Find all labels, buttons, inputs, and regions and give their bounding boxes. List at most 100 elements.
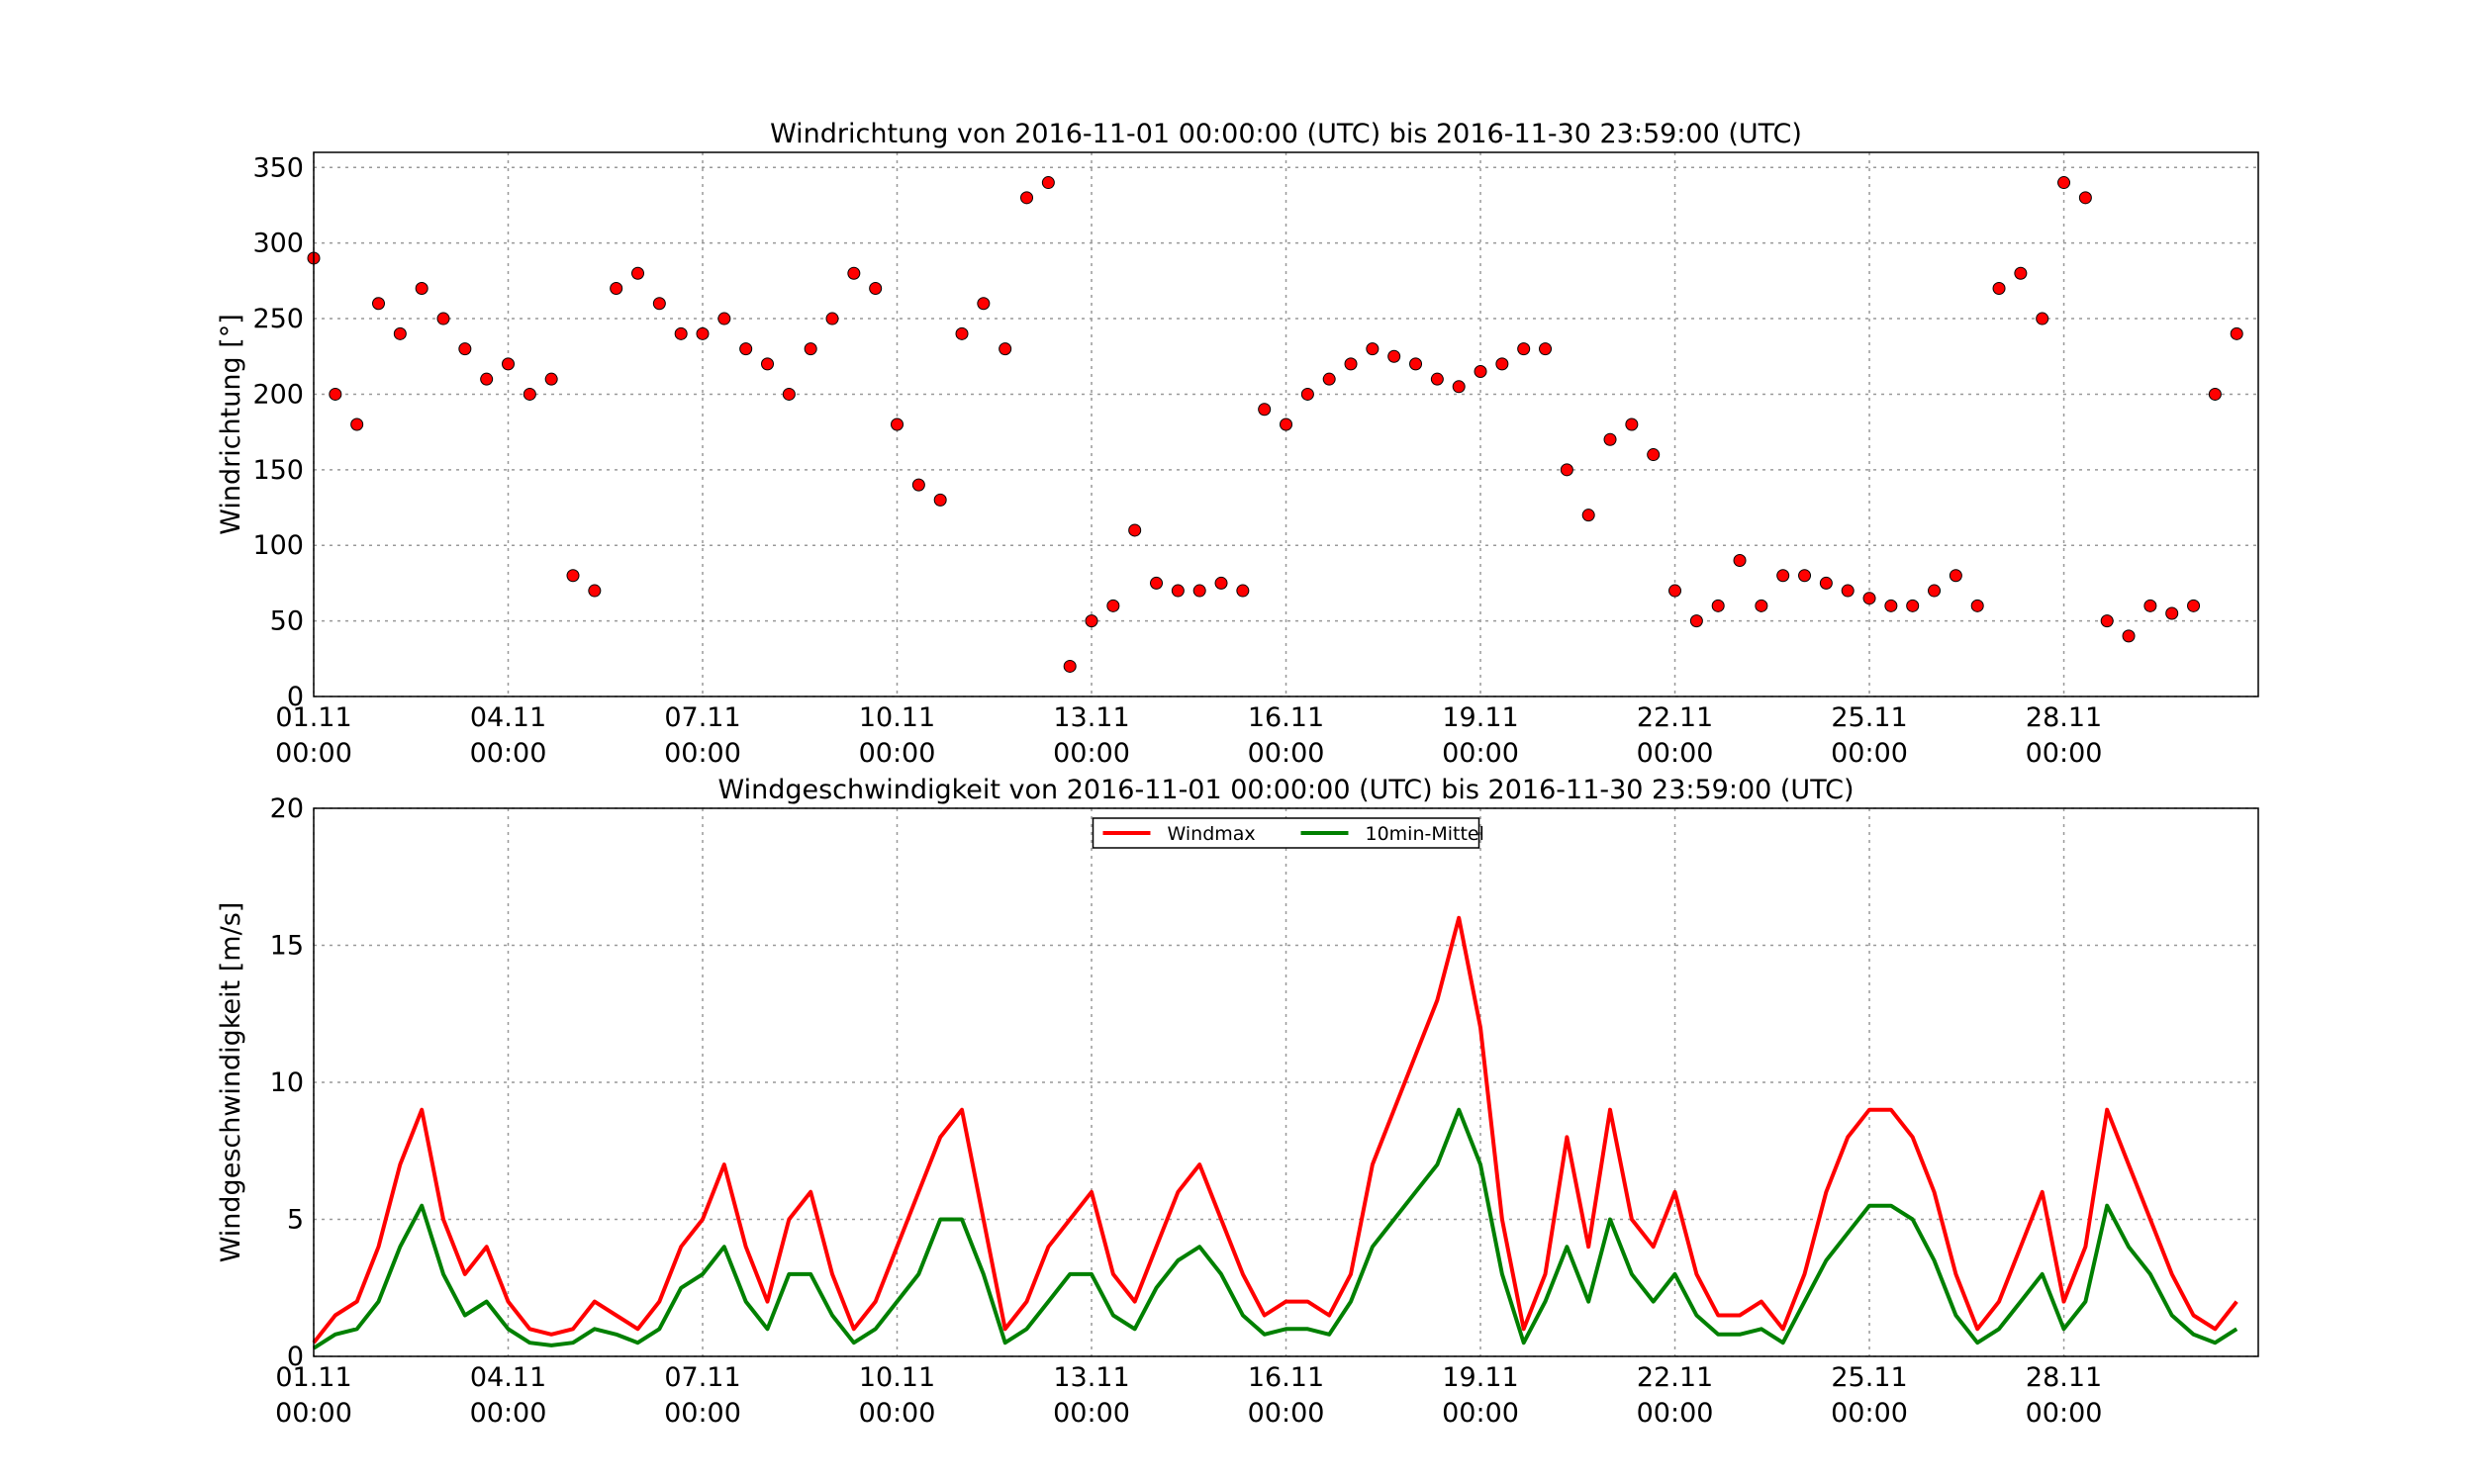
x-tick-label: 25.11 00:00 <box>1831 1362 1908 1429</box>
y-tick-label: 5 <box>287 1205 304 1236</box>
wind-direction-point <box>761 357 775 371</box>
wind-direction-point <box>1192 584 1206 598</box>
wind-direction-point <box>1884 599 1898 612</box>
wind-direction-point <box>1300 387 1314 401</box>
wind-direction-point <box>1862 592 1876 605</box>
x-tick-label: 07.11 00:00 <box>664 1362 741 1429</box>
wind-direction-point <box>436 312 450 325</box>
wind-direction-point <box>1344 357 1358 371</box>
wind-direction-point <box>1625 417 1639 431</box>
wind-direction-point <box>350 417 364 431</box>
wind-direction-point <box>1560 463 1573 477</box>
wind-direction-point <box>739 342 753 356</box>
wind-direction-point <box>1409 357 1423 371</box>
x-tick-label: 04.11 00:00 <box>470 1362 547 1429</box>
wind-direction-point <box>2208 387 2222 401</box>
wind-direction-point <box>2057 176 2071 190</box>
wind-direction-point <box>458 342 472 356</box>
wind-direction-point <box>502 357 516 371</box>
x-tick-label: 16.11 00:00 <box>1248 702 1325 769</box>
x-tick-label: 25.11 00:00 <box>1831 702 1908 769</box>
y-tick-label: 150 <box>252 455 304 486</box>
y-tick-label: 20 <box>270 793 304 824</box>
y-axis-label: Windgeschwindigkeit [m/s] <box>216 902 246 1263</box>
x-tick-label: 19.11 00:00 <box>1442 702 1519 769</box>
y-axis-label: Windrichtung [°] <box>216 314 246 535</box>
speed-line <box>312 1107 2238 1350</box>
wind-direction-point <box>1387 349 1401 363</box>
legend-label: 10min-Mittel <box>1366 823 1484 845</box>
wind-direction-point <box>1689 614 1703 628</box>
plot-frame <box>313 807 2259 1357</box>
wind-direction-point <box>631 266 645 280</box>
x-tick-label: 07.11 00:00 <box>664 702 741 769</box>
wind-direction-point <box>891 417 904 431</box>
wind-direction-point <box>329 387 342 401</box>
wind-direction-point <box>2143 599 2157 612</box>
wind-direction-point <box>696 326 710 340</box>
wind-direction-point <box>1150 576 1164 590</box>
wind-direction-point <box>1755 599 1768 612</box>
wind-direction-point <box>1085 614 1098 628</box>
wind-direction-point <box>869 282 883 295</box>
y-tick-label: 0 <box>287 682 304 712</box>
x-tick-label: 04.11 00:00 <box>470 702 547 769</box>
wind-direction-point <box>372 297 386 311</box>
wind-direction-point <box>1171 584 1185 598</box>
chart-title: Windrichtung von 2016-11-01 00:00:00 (UT… <box>770 119 1802 149</box>
wind-direction-point <box>955 326 969 340</box>
wind-direction-point <box>1819 576 1833 590</box>
x-tick-label: 19.11 00:00 <box>1442 1362 1519 1429</box>
x-tick-label: 16.11 00:00 <box>1248 1362 1325 1429</box>
wind-direction-point <box>1474 365 1487 379</box>
wind-direction-point <box>933 493 947 507</box>
wind-direction-point <box>1928 584 1942 598</box>
wind-direction-point <box>847 266 861 280</box>
wind-direction-point <box>1517 342 1531 356</box>
chart-title: Windgeschwindigkeit von 2016-11-01 00:00… <box>718 775 1855 805</box>
y-tick-label: 0 <box>287 1342 304 1372</box>
wind-direction-point <box>717 312 731 325</box>
y-tick-label: 200 <box>252 379 304 410</box>
wind-direction-point <box>588 584 602 598</box>
wind-direction-point <box>1668 584 1682 598</box>
wind-direction-point <box>1949 569 1962 583</box>
wind-direction-point <box>2014 266 2028 280</box>
wind-direction-point <box>782 387 796 401</box>
wind-direction-point <box>1992 282 2006 295</box>
speed-line <box>312 915 2238 1345</box>
wind-direction-point <box>1280 417 1293 431</box>
wind-direction-point <box>1214 576 1228 590</box>
plot-frame <box>313 151 2259 697</box>
x-tick-label: 13.11 00:00 <box>1053 1362 1130 1429</box>
wind-direction-point <box>2122 629 2136 643</box>
legend-box <box>1092 817 1480 849</box>
wind-direction-point <box>1711 599 1725 612</box>
wind-direction-point <box>1581 509 1595 522</box>
wind-direction-point <box>1647 448 1661 462</box>
wind-direction-point <box>911 478 925 492</box>
wind-direction-point <box>2230 326 2243 340</box>
wind-direction-point <box>1128 523 1142 537</box>
wind-direction-point <box>480 372 494 386</box>
x-tick-label: 22.11 00:00 <box>1637 702 1714 769</box>
wind-direction-point <box>1041 176 1055 190</box>
y-tick-label: 50 <box>270 606 304 637</box>
wind-direction-point <box>1841 584 1855 598</box>
wind-direction-point <box>2187 599 2201 612</box>
wind-direction-point <box>610 282 623 295</box>
x-tick-label: 22.11 00:00 <box>1637 1362 1714 1429</box>
wind-direction-point <box>393 326 407 340</box>
wind-direction-point <box>1970 599 1984 612</box>
wind-direction-point <box>2078 191 2092 205</box>
wind-direction-point <box>2036 312 2049 325</box>
wind-direction-point <box>674 326 688 340</box>
y-tick-label: 250 <box>252 304 304 334</box>
wind-direction-point <box>523 387 536 401</box>
x-tick-label: 28.11 00:00 <box>2026 702 2103 769</box>
wind-direction-point <box>2100 614 2114 628</box>
y-tick-label: 100 <box>252 530 304 561</box>
y-tick-label: 300 <box>252 229 304 259</box>
wind-direction-point <box>804 342 817 356</box>
